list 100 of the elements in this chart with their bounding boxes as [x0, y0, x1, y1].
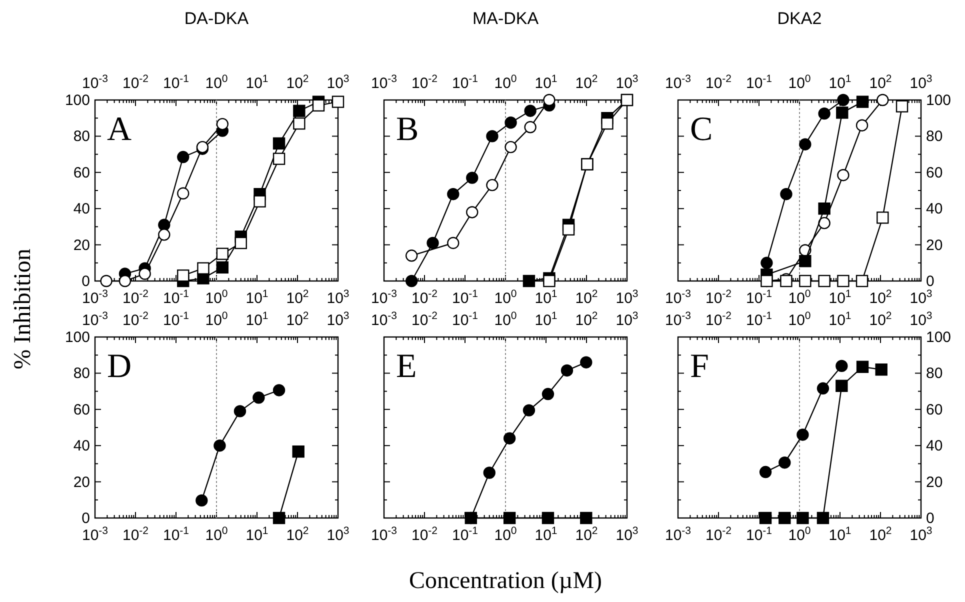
text: 10$^{-2}$ — [411, 73, 438, 92]
chart-title: MA-DKA — [472, 9, 540, 28]
x-tick-label: 10$^{3}$ — [910, 288, 932, 307]
y-tick-label: 80 — [73, 128, 90, 146]
chart-title: DA-DKA — [184, 9, 250, 28]
text: 10$^{3}$ — [616, 310, 638, 329]
text: 10$^{3}$ — [326, 73, 350, 92]
x-tick-label: 10$^{1}$ — [828, 288, 852, 307]
x-tick-label: 10$^{1}$ — [246, 525, 268, 544]
x-tick-label: 10$^{-1}$ — [162, 288, 190, 307]
x-tick-label: 10$^{-1}$ — [452, 525, 478, 544]
y-tick-label: 60 — [73, 164, 90, 182]
y-tick-label: 100 — [64, 92, 90, 109]
x-tick-label: 10$^{2}$ — [286, 525, 309, 544]
annotation: A — [107, 111, 132, 148]
x-tick-label: 10$^{0}$ — [205, 525, 228, 544]
text: 10$^{-2}$ — [411, 310, 438, 329]
x-tick-label: 10$^{-1}$ — [746, 525, 772, 544]
text: 10$^{2}$ — [575, 73, 598, 92]
text: 10$^{0}$ — [494, 310, 517, 329]
x-tick-label: 10$^{-3}$ — [664, 288, 692, 307]
y2-tick-label: 100 — [926, 92, 952, 109]
y-tick-label: 20 — [73, 474, 90, 491]
text: 10$^{-2}$ — [122, 310, 149, 329]
x-tick-label: 10$^{3}$ — [616, 288, 638, 307]
text: 10$^{1}$ — [828, 310, 852, 329]
text: 10$^{0}$ — [205, 310, 228, 329]
x-tick-label: 10$^{0}$ — [205, 288, 228, 307]
text: 10$^{2}$ — [869, 310, 892, 329]
y-tick-label: 40 — [73, 438, 90, 455]
x-tick-label: 10$^{-2}$ — [411, 288, 438, 307]
x-tick-label: 10$^{0}$ — [788, 525, 811, 544]
x-tick-label: 10$^{1}$ — [534, 525, 558, 544]
text: 10$^{3}$ — [326, 310, 350, 329]
text: 10$^{3}$ — [616, 73, 638, 92]
y2-tick-label: 80 — [926, 128, 943, 146]
x-tick-label: 10$^{-2}$ — [122, 525, 149, 544]
x-tick-label: 10$^{3}$ — [326, 525, 350, 544]
y-tick-label: 20 — [73, 236, 90, 254]
text: 10$^{-3}$ — [370, 310, 398, 329]
text: 10$^{1}$ — [534, 310, 558, 329]
y2-tick-label: 60 — [926, 401, 943, 418]
text: 10$^{1}$ — [828, 73, 852, 92]
text: 10$^{-3}$ — [664, 310, 692, 329]
y2-tick-label: 40 — [926, 438, 943, 455]
x-tick-label: 10$^{2}$ — [869, 288, 892, 307]
y-tick-label: 60 — [73, 401, 90, 418]
x-tick-label: 10$^{3}$ — [616, 525, 638, 544]
y2-tick-label: 0 — [926, 273, 934, 290]
text: 10$^{0}$ — [205, 73, 228, 92]
x-tick-label: 10$^{2}$ — [869, 525, 892, 544]
x-tick-label: 10$^{-3}$ — [370, 525, 398, 544]
x-tick-label: 10$^{-2}$ — [122, 288, 149, 307]
annotation: F — [690, 348, 709, 385]
x-axis-title: Concentration (µM) — [408, 568, 602, 594]
y-tick-label: 40 — [73, 200, 90, 218]
text: 10$^{2}$ — [286, 73, 309, 92]
x-tick-label: 10$^{3}$ — [910, 525, 932, 544]
x-tick-label: 10$^{0}$ — [494, 525, 517, 544]
chart-title: DKA2 — [777, 9, 822, 28]
x-tick-label: 10$^{-2}$ — [705, 525, 732, 544]
text: 10$^{-2}$ — [705, 310, 732, 329]
text: 10$^{1}$ — [246, 73, 268, 92]
text: 10$^{2}$ — [869, 73, 892, 92]
y2-tick-label: 100 — [926, 329, 952, 346]
x-tick-label: 10$^{-1}$ — [162, 525, 190, 544]
annotation: D — [107, 348, 132, 385]
text: 10$^{-2}$ — [705, 73, 732, 92]
text: 10$^{0}$ — [494, 73, 517, 92]
y-tick-label: 100 — [64, 329, 90, 346]
x-tick-label: 10$^{-2}$ — [411, 525, 438, 544]
y2-tick-label: 20 — [926, 474, 943, 491]
x-tick-label: 10$^{-1}$ — [452, 288, 478, 307]
y2-tick-label: 20 — [926, 236, 943, 254]
y-axis-title: % Inhibition — [10, 248, 36, 370]
annotation: E — [396, 348, 417, 385]
x-tick-label: 10$^{-2}$ — [705, 288, 732, 307]
annotation: B — [396, 111, 419, 148]
x-tick-label: 10$^{2}$ — [286, 288, 309, 307]
text: 10$^{-3}$ — [82, 73, 108, 92]
text: 10$^{3}$ — [910, 310, 932, 329]
x-tick-label: 10$^{-3}$ — [82, 525, 108, 544]
text: 10$^{-1}$ — [746, 73, 772, 92]
text: 10$^{-2}$ — [122, 73, 149, 92]
text: 10$^{-3}$ — [664, 73, 692, 92]
text: 10$^{1}$ — [534, 73, 558, 92]
text: 10$^{-1}$ — [452, 310, 478, 329]
text: 10$^{0}$ — [788, 73, 811, 92]
x-tick-label: 10$^{3}$ — [326, 288, 350, 307]
y-tick-label: 0 — [82, 510, 90, 527]
x-tick-label: 10$^{1}$ — [534, 288, 558, 307]
text: 10$^{-1}$ — [162, 310, 190, 329]
annotation: C — [690, 111, 713, 148]
y2-tick-label: 80 — [926, 365, 943, 382]
text: 10$^{-1}$ — [162, 73, 190, 92]
x-tick-label: 10$^{1}$ — [246, 288, 268, 307]
y2-tick-label: 40 — [926, 200, 943, 218]
text: 10$^{-1}$ — [452, 73, 478, 92]
x-tick-label: 10$^{-3}$ — [370, 288, 398, 307]
text: 10$^{-3}$ — [370, 73, 398, 92]
